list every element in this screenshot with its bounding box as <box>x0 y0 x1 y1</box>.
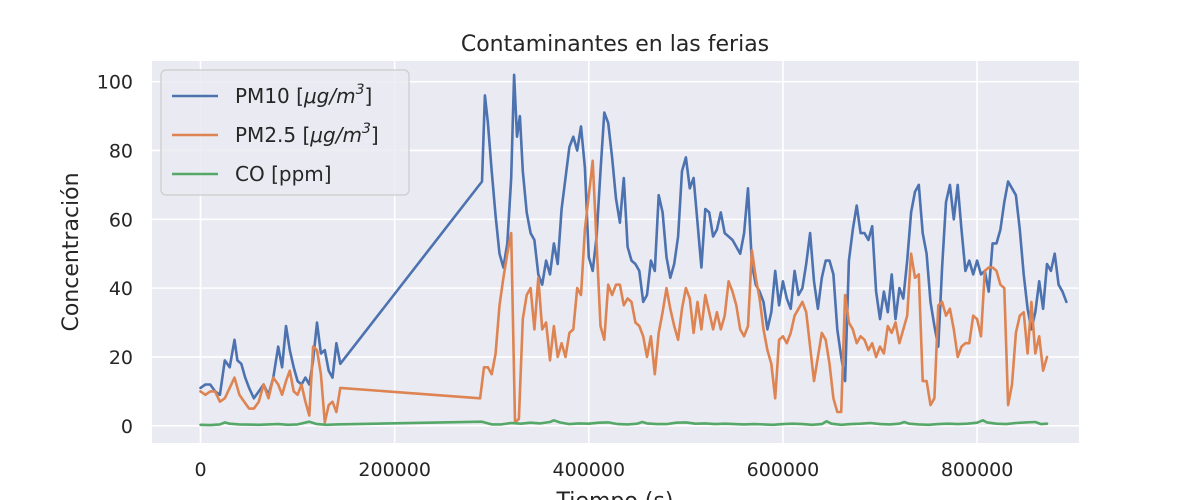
series-line-pm10 <box>199 73 1068 400</box>
y-axis-label: Concentración <box>59 172 84 331</box>
y-tick-label: 60 <box>109 209 133 231</box>
series-line-pm25 <box>199 159 1049 424</box>
y-tick-label: 20 <box>109 347 133 369</box>
series-group <box>199 73 1068 427</box>
x-tick-label: 600000 <box>747 459 820 481</box>
legend-label-co: CO [ppm] <box>235 162 332 186</box>
x-tick-label: 200000 <box>358 459 431 481</box>
legend-label-pm10: PM10 [μg/m3] <box>235 82 372 108</box>
ticks: 0 200000 400000 600000 800000 0 20 40 60 80 100 <box>97 72 1014 481</box>
y-tick-label: 80 <box>109 140 133 162</box>
y-tick-label: 100 <box>97 72 133 94</box>
x-tick-label: 0 <box>194 459 206 481</box>
series-line-co <box>199 419 1049 427</box>
chart-title: Contaminantes en las ferias <box>461 32 769 57</box>
y-tick-label: 40 <box>109 278 133 300</box>
y-tick-label: 0 <box>121 416 133 438</box>
x-tick-label: 800000 <box>941 459 1014 481</box>
legend-label-pm25: PM2.5 [μg/m3] <box>235 121 379 147</box>
legend-box <box>160 69 410 196</box>
x-axis-label: Tiempo (s) <box>556 489 674 500</box>
legend: PM10 [μg/m3] PM2.5 [μg/m3] CO [ppm] <box>160 69 410 196</box>
x-tick-label: 400000 <box>553 459 626 481</box>
